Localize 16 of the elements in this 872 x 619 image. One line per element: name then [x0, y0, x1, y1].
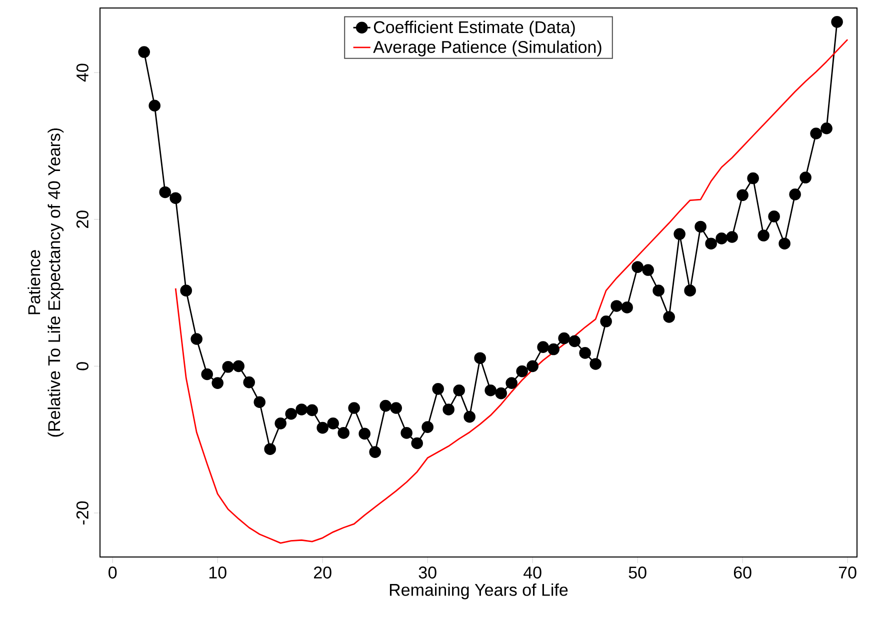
x-tick-label: 0 [108, 566, 117, 579]
x-tick-label: 60 [734, 566, 752, 579]
y-tick-label: -20 [76, 501, 88, 524]
x-tick-label: 10 [209, 566, 226, 579]
legend-label: Coefficient Estimate (Data) [374, 20, 575, 37]
x-tick-label: 70 [838, 566, 856, 579]
y-tick-label: 40 [76, 64, 88, 82]
x-tick-label: 20 [314, 566, 332, 579]
y-axis-title: Patience (Relative To Life Expectancy of 40 Years) [28, 128, 64, 437]
y-tick-label: 0 [76, 362, 88, 370]
y-tick-label: 20 [76, 210, 88, 228]
x-tick-label: 30 [418, 566, 436, 579]
x-axis-title: Remaining Years of Life [390, 583, 568, 600]
x-tick-label: 40 [524, 566, 542, 579]
legend-label: Average Patience (Simulation) [373, 40, 602, 56]
x-tick-label: 50 [628, 566, 646, 579]
